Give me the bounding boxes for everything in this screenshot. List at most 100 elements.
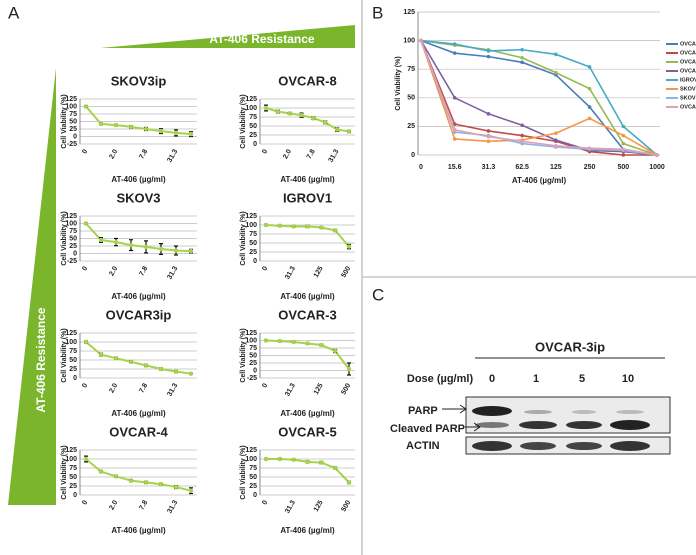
point <box>277 456 283 462</box>
point <box>319 342 324 348</box>
x-tick-label: 31.3 <box>328 148 341 163</box>
point <box>158 482 164 487</box>
x-tick-label: 31.3 <box>482 164 496 171</box>
point <box>346 129 352 134</box>
point <box>277 223 283 228</box>
chart-title: OVCAR-3 <box>278 307 337 322</box>
point <box>486 129 491 133</box>
x-tick-label: 0 <box>261 265 269 272</box>
point <box>83 221 89 226</box>
point <box>332 228 338 233</box>
legend-label: OVCAR-8 <box>680 68 696 74</box>
panel-letter: B <box>372 3 383 22</box>
series-line <box>85 341 192 375</box>
x-tick-label: 500 <box>340 499 352 513</box>
legend-label: OVCAR-4 <box>680 50 696 56</box>
y-tick-label: 0 <box>253 258 257 265</box>
point <box>173 130 179 136</box>
x-tick-label: 0 <box>261 499 269 506</box>
band <box>610 441 650 451</box>
band <box>472 441 512 451</box>
x-axis-title: AT-406 (µg/ml) <box>280 526 335 535</box>
point <box>188 131 194 137</box>
y-tick-label: 0 <box>253 492 257 499</box>
blot-title: OVCAR-3ip <box>535 339 605 354</box>
point <box>319 460 324 465</box>
y-axis-title: Cell Viability (%) <box>61 211 68 265</box>
y-tick-label: 75 <box>69 348 77 355</box>
y-tick-label: 25 <box>69 126 77 133</box>
y-tick-label: 75 <box>249 114 257 121</box>
x-tick-label: 0 <box>419 164 423 171</box>
point <box>263 456 269 462</box>
point <box>486 49 491 53</box>
x-tick-label: 500 <box>340 382 352 396</box>
point <box>158 246 164 252</box>
point <box>486 134 491 139</box>
x-tick-label: 500 <box>340 265 352 279</box>
point <box>173 369 179 374</box>
point <box>188 371 194 376</box>
point <box>621 133 626 138</box>
chart-title: IGROV1 <box>283 190 332 205</box>
point <box>554 138 558 142</box>
y-tick-label: 0 <box>73 133 77 140</box>
point <box>334 127 340 132</box>
chart-title: SKOV3ip <box>111 73 167 88</box>
point <box>520 139 524 144</box>
point <box>332 465 338 471</box>
y-axis-title: Cell Viability (%) <box>61 94 68 148</box>
y-tick-label: 0 <box>253 367 257 374</box>
western-blot: OVCAR-3ip Dose (µg/ml) 0 1 5 10 PARP Cle… <box>390 339 671 455</box>
y-tick-label: 0 <box>73 375 77 382</box>
point <box>291 224 296 229</box>
band <box>566 421 602 429</box>
x-tick-label: 2.0 <box>282 148 293 160</box>
x-tick-label: 7.8 <box>138 499 149 511</box>
chart-title: OVCAR-5 <box>278 424 337 439</box>
x-axis-title: AT-406 (µg/ml) <box>111 292 166 301</box>
point <box>332 348 338 354</box>
arrow <box>465 422 481 432</box>
point <box>419 38 423 43</box>
band <box>572 410 596 414</box>
legend-label: IGROV1 <box>680 77 696 83</box>
x-tick-label: 2.0 <box>108 265 119 277</box>
y-tick-label: 100 <box>403 37 415 44</box>
dose: 1 <box>533 373 539 385</box>
x-tick-label: 0 <box>261 382 269 389</box>
y-tick-label: 125 <box>245 213 257 220</box>
point <box>587 86 592 91</box>
point <box>143 126 149 132</box>
y-tick-label: 100 <box>245 337 257 344</box>
y-tick-label: 50 <box>69 118 77 125</box>
band <box>472 406 512 416</box>
point <box>554 144 558 148</box>
point <box>263 222 269 228</box>
point <box>173 248 179 253</box>
x-tick-label: 2.0 <box>108 499 119 511</box>
band-label: Cleaved PARP <box>390 423 465 435</box>
point <box>621 147 626 152</box>
point <box>113 122 119 128</box>
x-tick-label: 0 <box>81 382 89 389</box>
x-tick-label: 7.8 <box>138 148 149 160</box>
point <box>113 474 119 479</box>
x-tick-label: 31.3 <box>166 148 179 163</box>
x-axis-title: AT-406 (µg/ml) <box>280 292 335 301</box>
x-tick-label: 62.5 <box>515 164 529 171</box>
point <box>587 116 592 121</box>
x-tick-label: 125 <box>313 382 325 396</box>
arrow <box>442 404 467 414</box>
point <box>128 478 134 483</box>
x-tick-label: 0 <box>81 148 89 155</box>
point <box>291 457 296 462</box>
x-tick-label: 31.3 <box>166 265 179 280</box>
point <box>486 54 491 59</box>
point <box>311 115 316 121</box>
point <box>98 121 104 127</box>
x-tick-label: 125 <box>550 164 562 171</box>
resistance-label: AT-406 Resistance <box>209 32 314 46</box>
y-tick-label: 0 <box>73 492 77 499</box>
y-tick-label: 75 <box>69 228 77 235</box>
